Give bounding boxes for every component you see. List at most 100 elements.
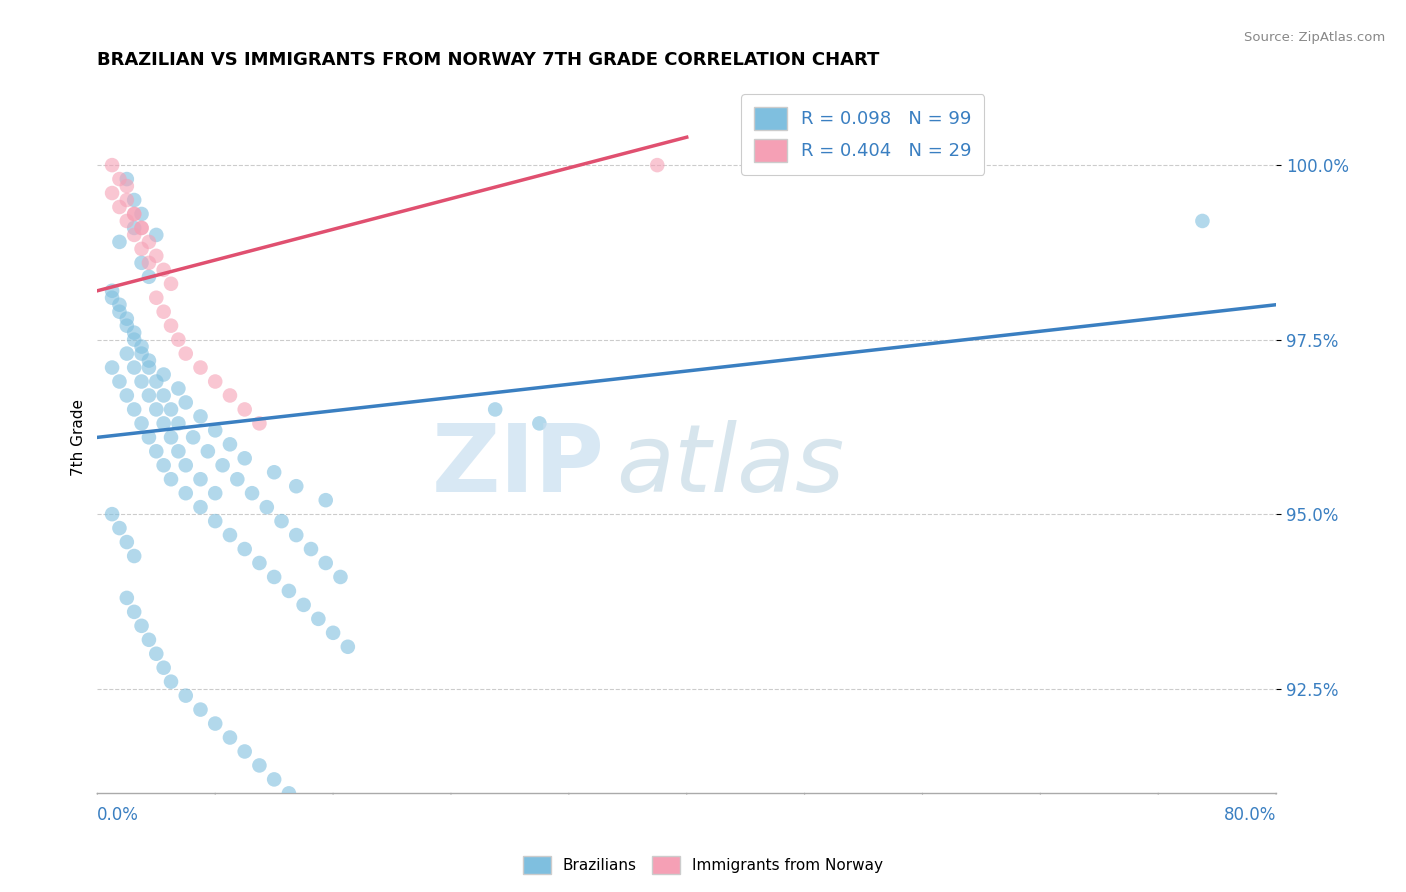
Point bbox=[115, 179, 138, 194]
Point bbox=[167, 333, 190, 347]
Point bbox=[197, 444, 219, 458]
Text: 0.0%: 0.0% bbox=[97, 806, 139, 824]
Point bbox=[204, 716, 226, 731]
Point bbox=[167, 417, 190, 431]
Point bbox=[204, 375, 226, 389]
Point bbox=[115, 214, 138, 228]
Point bbox=[115, 535, 138, 549]
Point bbox=[131, 340, 153, 354]
Text: Source: ZipAtlas.com: Source: ZipAtlas.com bbox=[1244, 31, 1385, 45]
Point bbox=[152, 661, 174, 675]
Point bbox=[204, 514, 226, 528]
Point bbox=[138, 632, 160, 647]
Point bbox=[138, 269, 160, 284]
Point bbox=[101, 284, 124, 298]
Point bbox=[122, 326, 145, 340]
Text: atlas: atlas bbox=[616, 420, 844, 511]
Point bbox=[131, 242, 153, 256]
Point bbox=[115, 172, 138, 186]
Point bbox=[285, 479, 308, 493]
Point bbox=[204, 423, 226, 437]
Point bbox=[190, 472, 212, 486]
Point bbox=[101, 360, 124, 375]
Point bbox=[145, 249, 167, 263]
Point bbox=[256, 500, 278, 515]
Point bbox=[101, 291, 124, 305]
Point bbox=[204, 486, 226, 500]
Point bbox=[122, 605, 145, 619]
Point bbox=[108, 521, 131, 535]
Point bbox=[277, 583, 299, 598]
Point bbox=[219, 388, 242, 402]
Point bbox=[122, 221, 145, 235]
Point bbox=[219, 437, 242, 451]
Point bbox=[233, 402, 256, 417]
Point bbox=[160, 472, 183, 486]
Point bbox=[122, 193, 145, 207]
Point bbox=[115, 346, 138, 360]
Point bbox=[122, 207, 145, 221]
Point bbox=[108, 298, 131, 312]
Point bbox=[131, 619, 153, 633]
Point bbox=[484, 402, 506, 417]
Point bbox=[167, 444, 190, 458]
Point bbox=[122, 402, 145, 417]
Point bbox=[263, 465, 285, 479]
Point bbox=[233, 744, 256, 758]
Point bbox=[145, 444, 167, 458]
Point bbox=[145, 402, 167, 417]
Point bbox=[263, 570, 285, 584]
Point bbox=[190, 703, 212, 717]
Point bbox=[101, 158, 124, 172]
Point bbox=[131, 256, 153, 270]
Point bbox=[101, 507, 124, 521]
Point bbox=[108, 304, 131, 318]
Point bbox=[122, 207, 145, 221]
Point bbox=[240, 486, 263, 500]
Point bbox=[131, 375, 153, 389]
Point bbox=[211, 458, 233, 473]
Point bbox=[322, 625, 344, 640]
Point bbox=[108, 172, 131, 186]
Point bbox=[115, 318, 138, 333]
Point bbox=[190, 500, 212, 515]
Point bbox=[152, 388, 174, 402]
Point bbox=[115, 311, 138, 326]
Point bbox=[152, 368, 174, 382]
Point bbox=[108, 200, 131, 214]
Point bbox=[122, 549, 145, 563]
Point bbox=[249, 556, 271, 570]
Text: BRAZILIAN VS IMMIGRANTS FROM NORWAY 7TH GRADE CORRELATION CHART: BRAZILIAN VS IMMIGRANTS FROM NORWAY 7TH … bbox=[97, 51, 880, 69]
Point bbox=[152, 262, 174, 277]
Point bbox=[181, 430, 204, 444]
Point bbox=[270, 514, 292, 528]
Point bbox=[299, 542, 322, 557]
Point bbox=[138, 430, 160, 444]
Point bbox=[336, 640, 359, 654]
Point bbox=[219, 528, 242, 542]
Point bbox=[1191, 214, 1213, 228]
Point bbox=[529, 417, 551, 431]
Point bbox=[138, 256, 160, 270]
Point bbox=[131, 346, 153, 360]
Point bbox=[138, 235, 160, 249]
Legend: Brazilians, Immigrants from Norway: Brazilians, Immigrants from Norway bbox=[517, 850, 889, 880]
Point bbox=[152, 417, 174, 431]
Point bbox=[329, 570, 352, 584]
Point bbox=[174, 486, 197, 500]
Point bbox=[263, 772, 285, 787]
Point bbox=[122, 360, 145, 375]
Point bbox=[174, 395, 197, 409]
Point bbox=[160, 277, 183, 291]
Point bbox=[145, 227, 167, 242]
Point bbox=[115, 591, 138, 605]
Point bbox=[152, 458, 174, 473]
Point bbox=[233, 542, 256, 557]
Text: ZIP: ZIP bbox=[432, 420, 605, 512]
Legend: R = 0.098   N = 99, R = 0.404   N = 29: R = 0.098 N = 99, R = 0.404 N = 29 bbox=[741, 94, 984, 175]
Point bbox=[160, 402, 183, 417]
Point bbox=[122, 227, 145, 242]
Point bbox=[138, 353, 160, 368]
Point bbox=[174, 346, 197, 360]
Point bbox=[249, 417, 271, 431]
